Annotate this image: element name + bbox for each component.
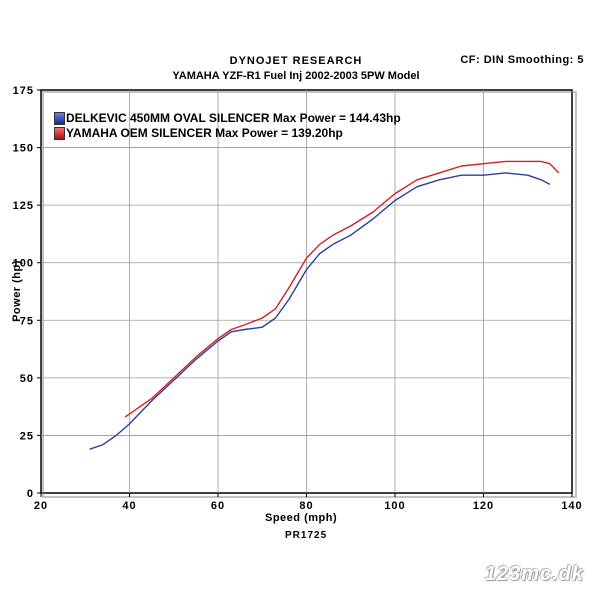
- x-axis-label: Speed (mph): [265, 512, 338, 524]
- plot-shadow: [42, 91, 577, 498]
- legend-item-oem: YAMAHA OEM SILENCER Max Power = 139.20hp: [54, 126, 343, 140]
- series-line-oem: [124, 160, 560, 418]
- x-tick-label: 20: [34, 500, 48, 512]
- legend-label-oem: YAMAHA OEM SILENCER Max Power = 139.20hp: [66, 126, 343, 140]
- series-line-delkevic: [89, 172, 551, 450]
- series-lines: [89, 160, 560, 450]
- y-tick-label: 175: [13, 85, 34, 97]
- x-tick-label: 40: [122, 500, 136, 512]
- y-axis-label: Power (hp): [10, 260, 23, 322]
- y-tick-label: 125: [13, 200, 34, 212]
- x-tick-label: 120: [473, 500, 494, 512]
- chart-org: DYNOJET RESEARCH: [229, 55, 363, 67]
- grid: [37, 89, 573, 497]
- watermark: 123mc.dk: [484, 563, 584, 585]
- x-tick-label: 60: [211, 500, 225, 512]
- chart-title: YAMAHA YZF-R1 Fuel Inj 2002-2003 5PW Mod…: [172, 70, 420, 82]
- tick-labels: 20 40 60 80 100 120 140 0 25 50 75 100 125 150 175: [13, 85, 582, 512]
- y-tick-label: 75: [20, 315, 34, 327]
- y-tick-label: 150: [13, 143, 34, 155]
- x-tick-label: 80: [299, 500, 313, 512]
- y-tick-label: 0: [27, 488, 34, 500]
- legend-item-delkevic: DELKEVIC 450MM OVAL SILENCER Max Power =…: [54, 111, 401, 125]
- chart-settings: CF: DIN Smoothing: 5: [460, 54, 584, 66]
- y-tick-label: 100: [13, 258, 34, 270]
- legend-swatch-red: [54, 126, 65, 140]
- x-tick-label: 100: [384, 500, 405, 512]
- legend-swatch-blue: [54, 111, 65, 125]
- y-tick-label: 50: [20, 373, 34, 385]
- run-id: PR1725: [285, 530, 328, 541]
- x-tick-label: 140: [561, 500, 582, 512]
- legend-label-delkevic: DELKEVIC 450MM OVAL SILENCER Max Power =…: [66, 111, 401, 125]
- y-tick-label: 25: [20, 430, 34, 442]
